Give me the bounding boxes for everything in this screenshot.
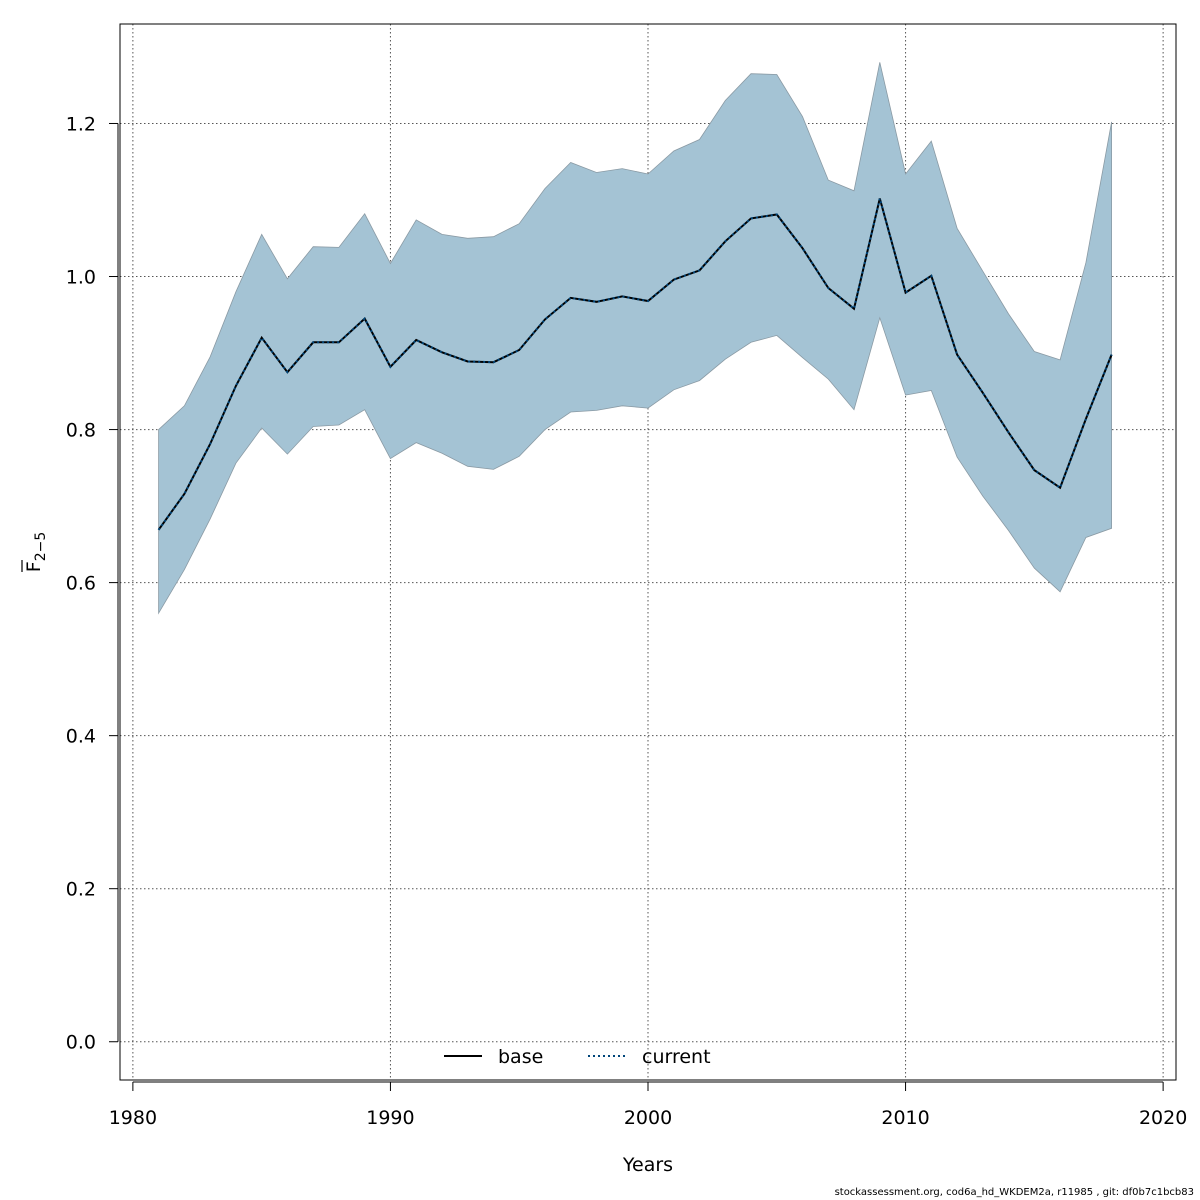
y-tick-label: 0.0 xyxy=(66,1032,96,1054)
x-tick-label: 1990 xyxy=(366,1107,414,1129)
confidence-band-layer xyxy=(158,62,1112,615)
y-tick-label: 1.2 xyxy=(66,113,96,135)
y-tick-label: 0.8 xyxy=(66,420,96,442)
y-tick-label: 0.4 xyxy=(66,726,96,748)
legend-label-base: base xyxy=(498,1046,543,1068)
x-tick-label: 1980 xyxy=(109,1107,157,1129)
y-axis-title: F2−5 xyxy=(21,532,49,572)
confidence-band xyxy=(158,62,1112,615)
y-tick-label: 0.2 xyxy=(66,879,96,901)
series-lines xyxy=(157,198,1113,531)
x-tick-label: 2020 xyxy=(1139,1107,1187,1129)
y-tick-label: 0.6 xyxy=(66,573,96,595)
y-tick-label: 1.0 xyxy=(66,267,96,289)
svg-text:F2−5: F2−5 xyxy=(23,532,49,572)
x-tick-label: 2010 xyxy=(881,1107,929,1129)
y-axis-title-main: F xyxy=(23,561,45,572)
legend: base current xyxy=(444,1046,711,1068)
y-axis-title-subscript: 2−5 xyxy=(33,532,49,562)
footer-credit: stockassessment.org, cod6a_hd_WKDEM2a, r… xyxy=(834,1187,1194,1198)
x-tick-label: 2000 xyxy=(624,1107,672,1129)
axes: 1980 1990 2000 2010 2020 0.0 0.2 0.4 0.6 0.8 1.0 1.… xyxy=(66,113,1188,1129)
plot-frame xyxy=(119,23,1177,1081)
legend-label-current: current xyxy=(642,1046,711,1068)
series-line-current xyxy=(157,198,1113,531)
x-axis-title: Years xyxy=(622,1154,673,1176)
